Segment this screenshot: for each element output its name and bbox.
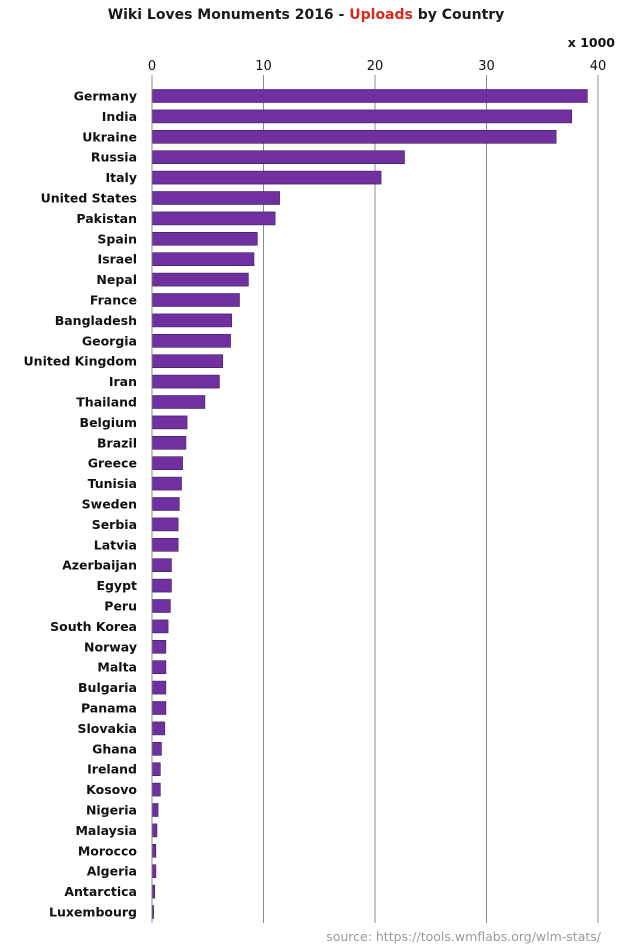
- x-tick-label: 0: [148, 59, 156, 74]
- bar: [152, 537, 179, 552]
- category-label: Brazil: [97, 435, 137, 450]
- x-tick-label: 20: [367, 59, 384, 74]
- bar: [152, 456, 183, 471]
- category-label: Italy: [106, 170, 138, 185]
- title-suffix: by Country: [413, 7, 504, 23]
- category-label: Israel: [98, 252, 137, 267]
- bar: [152, 762, 161, 777]
- bar: [152, 130, 557, 144]
- bar: [152, 497, 180, 511]
- category-label: Nigeria: [86, 803, 137, 818]
- category-label: Luxembourg: [49, 905, 137, 920]
- category-label: Egypt: [96, 578, 137, 593]
- category-label: South Korea: [50, 619, 137, 634]
- category-label: Pakistan: [76, 211, 137, 226]
- bar: [152, 578, 172, 593]
- bar: [152, 293, 240, 307]
- title-prefix: Wiki Loves Monuments 2016 -: [108, 7, 350, 23]
- bar: [152, 109, 573, 124]
- bar: [152, 170, 382, 185]
- bar: [152, 313, 232, 328]
- bar: [152, 150, 405, 164]
- category-label: Ukraine: [82, 129, 137, 144]
- category-label: Bulgaria: [78, 680, 137, 695]
- bar: [152, 435, 187, 450]
- x-tick-label: 10: [255, 59, 272, 74]
- category-label: India: [102, 109, 137, 124]
- x-axis-ticks: 0 10 20 30 40: [148, 59, 606, 74]
- bar: [152, 721, 166, 736]
- bar: [152, 741, 162, 756]
- category-label: United Kingdom: [24, 354, 137, 369]
- category-label: Iran: [109, 374, 137, 389]
- bar: [152, 517, 179, 532]
- x-unit-label: x 1000: [568, 35, 616, 50]
- category-label: Belgium: [80, 415, 137, 430]
- bar: [152, 354, 224, 369]
- bar: [152, 843, 157, 858]
- bar: [152, 558, 172, 573]
- bar: [152, 782, 161, 797]
- source-note: source: https://tools.wmflabs.org/wlm-st…: [326, 929, 602, 944]
- bar: [152, 803, 159, 817]
- category-label: Georgia: [82, 333, 137, 348]
- bar: [152, 864, 157, 879]
- category-label: Bangladesh: [55, 313, 137, 328]
- category-label: Latvia: [94, 537, 137, 552]
- category-label: Malta: [97, 660, 137, 675]
- bar: [152, 680, 167, 695]
- bar: [152, 211, 276, 226]
- category-label: Panama: [81, 701, 137, 716]
- category-label: Antarctica: [64, 884, 137, 899]
- category-label: Greece: [88, 456, 137, 471]
- bar: [152, 701, 167, 715]
- bar: [152, 395, 206, 409]
- bar: [152, 639, 167, 654]
- bar: [152, 905, 154, 919]
- category-label: Algeria: [87, 864, 137, 879]
- bar: [152, 89, 588, 103]
- chart-title: Wiki Loves Monuments 2016 - Uploads by C…: [108, 7, 505, 23]
- category-label: Slovakia: [78, 721, 138, 736]
- category-label: Kosovo: [86, 782, 137, 797]
- category-label: Spain: [97, 231, 137, 246]
- bar: [152, 619, 169, 634]
- bar: [152, 374, 220, 389]
- bar: [152, 599, 171, 613]
- category-label: Ghana: [92, 741, 137, 756]
- category-label: Norway: [84, 639, 137, 654]
- bar: [152, 415, 188, 430]
- x-tick-label: 30: [478, 59, 495, 74]
- bar: [152, 660, 167, 675]
- category-labels: Germany India Ukraine Russia Italy United Sta…: [24, 89, 138, 920]
- category-label: United States: [41, 191, 137, 206]
- title-highlight: Uploads: [349, 7, 413, 23]
- category-label: Nepal: [96, 272, 137, 287]
- category-label: Germany: [74, 89, 137, 104]
- category-label: Sweden: [82, 497, 137, 512]
- category-label: Russia: [91, 150, 137, 165]
- bar: [152, 476, 182, 491]
- bar: [152, 272, 249, 287]
- category-label: Morocco: [78, 843, 138, 858]
- bar: [152, 884, 156, 899]
- category-label: Ireland: [87, 762, 137, 777]
- x-tick-label: 40: [590, 59, 607, 74]
- bars: [152, 89, 588, 919]
- category-label: Thailand: [76, 395, 137, 410]
- category-label: Azerbaijan: [62, 558, 137, 573]
- bar: [152, 191, 280, 205]
- category-label: Malaysia: [75, 823, 137, 838]
- category-label: Peru: [104, 599, 137, 614]
- category-label: France: [90, 293, 137, 308]
- bar: [152, 333, 231, 348]
- bar: [152, 252, 255, 266]
- bar: [152, 232, 258, 246]
- category-label: Serbia: [92, 517, 137, 532]
- bar: [152, 823, 158, 838]
- category-label: Tunisia: [88, 476, 137, 491]
